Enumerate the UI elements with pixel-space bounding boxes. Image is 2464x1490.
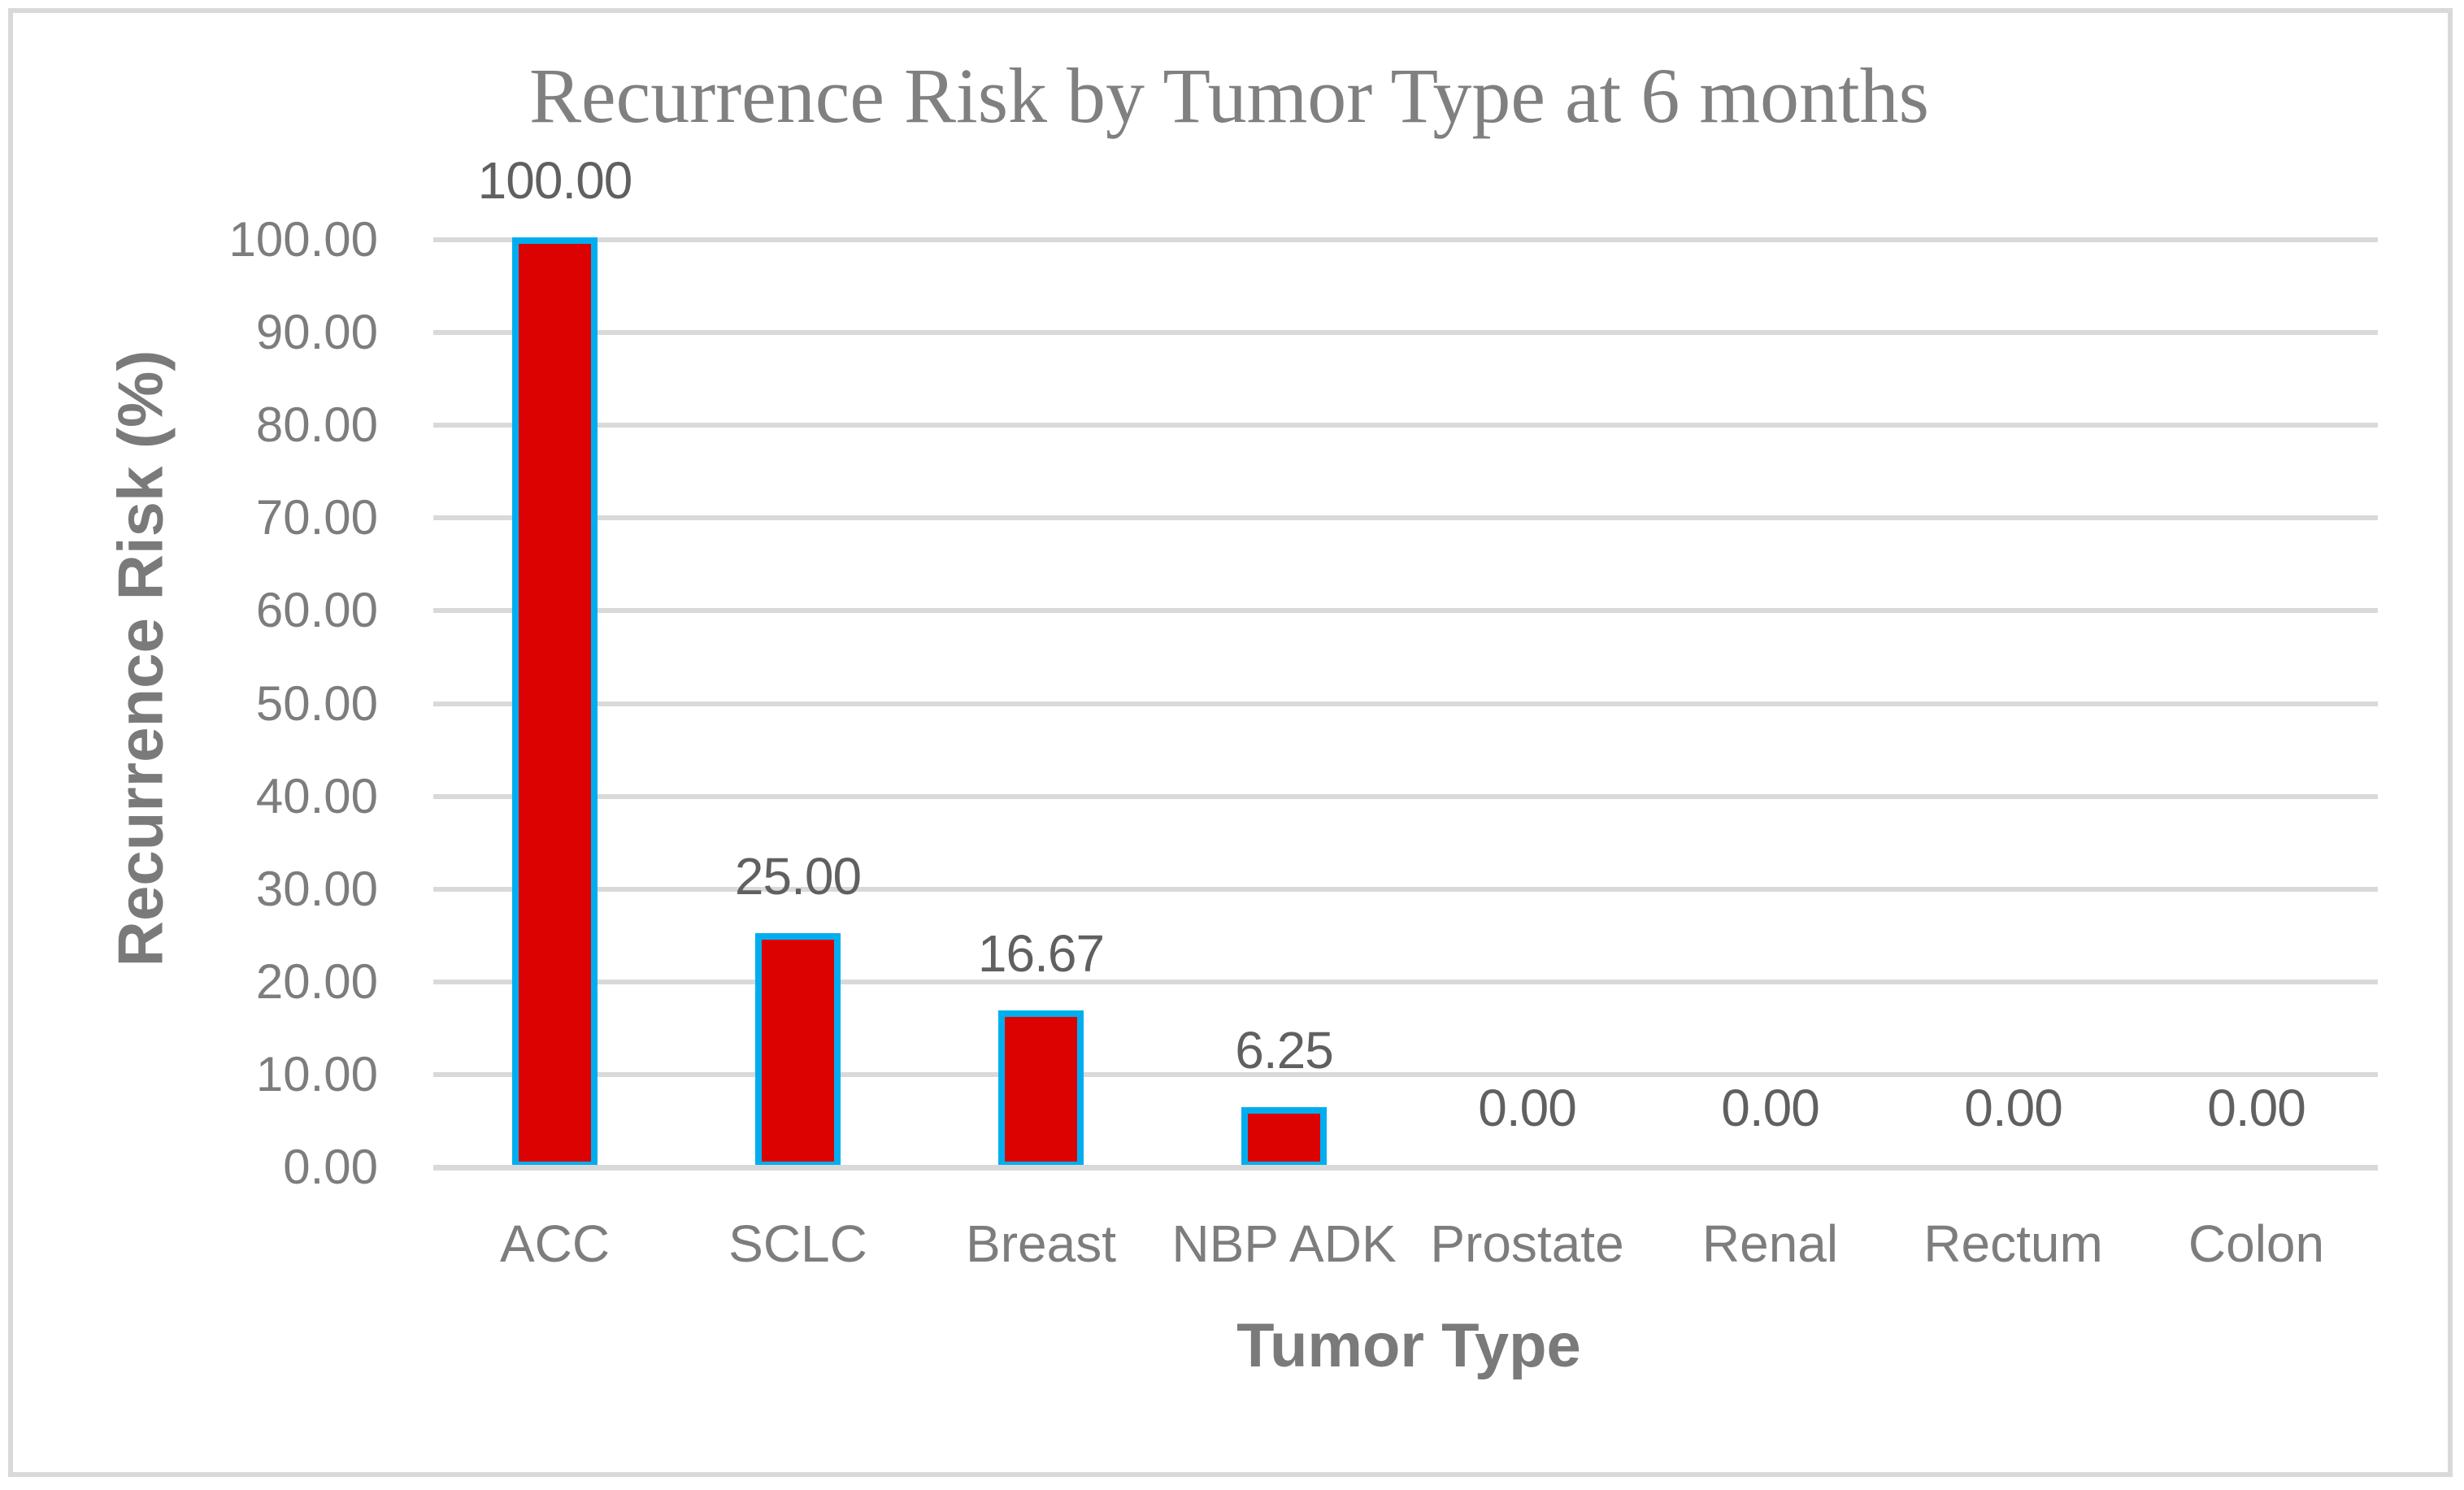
y-tick-label: 60.00 <box>255 583 378 637</box>
x-category-label-nbp-adk: NBP ADK <box>1171 1214 1397 1273</box>
gridline-80 <box>433 423 2378 428</box>
x-axis-line <box>433 1165 2378 1171</box>
y-tick-label: 50.00 <box>255 676 378 731</box>
data-label-sclc: 25.00 <box>734 847 862 906</box>
y-tick-label: 80.00 <box>255 397 378 452</box>
gridline-10 <box>433 1072 2378 1077</box>
y-tick-label: 100.00 <box>228 212 378 267</box>
gridline-40 <box>433 794 2378 799</box>
x-category-label-colon: Colon <box>2188 1214 2325 1273</box>
data-label-acc: 100.00 <box>477 151 633 210</box>
data-label-colon: 0.00 <box>2207 1079 2306 1137</box>
x-category-label-sclc: SCLC <box>728 1214 867 1273</box>
chart-border <box>8 8 2453 1477</box>
x-category-label-breast: Breast <box>966 1214 1116 1273</box>
y-tick-label: 70.00 <box>255 490 378 545</box>
gridline-90 <box>433 330 2378 335</box>
bar-breast <box>998 1010 1084 1168</box>
x-category-label-prostate: Prostate <box>1430 1214 1624 1273</box>
y-tick-label: 90.00 <box>255 305 378 359</box>
data-label-renal: 0.00 <box>1721 1079 1820 1137</box>
y-tick-label: 40.00 <box>255 769 378 823</box>
x-category-label-rectum: Rectum <box>1923 1214 2103 1273</box>
bar-sclc <box>755 933 841 1168</box>
data-label-nbp-adk: 6.25 <box>1235 1021 1334 1079</box>
chart-title: Recurrence Risk by Tumor Type at 6 month… <box>528 52 1930 139</box>
y-tick-label: 20.00 <box>255 954 378 1009</box>
data-label-rectum: 0.00 <box>1964 1079 2063 1137</box>
y-tick-label: 30.00 <box>255 862 378 916</box>
y-tick-label: 10.00 <box>255 1047 378 1101</box>
data-label-prostate: 0.00 <box>1478 1079 1577 1137</box>
gridline-70 <box>433 515 2378 520</box>
bar-nbp-adk <box>1241 1107 1327 1168</box>
gridline-20 <box>433 980 2378 984</box>
bar-acc <box>512 237 598 1168</box>
gridline-50 <box>433 702 2378 706</box>
x-category-label-acc: ACC <box>499 1214 611 1273</box>
gridline-100 <box>433 237 2378 242</box>
gridline-30 <box>433 887 2378 892</box>
gridline-60 <box>433 608 2378 613</box>
x-category-label-renal: Renal <box>1701 1214 1839 1273</box>
y-tick-label: 0.00 <box>283 1140 378 1194</box>
data-label-breast: 16.67 <box>977 924 1105 983</box>
x-axis-title: Tumor Type <box>1236 1311 1581 1380</box>
